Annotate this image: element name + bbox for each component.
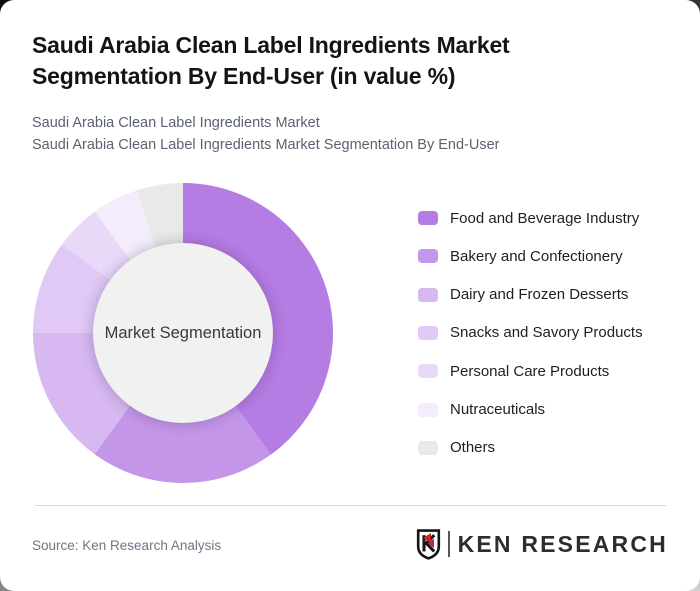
legend-item: Bakery and Confectionery xyxy=(418,244,643,268)
footer-divider xyxy=(35,505,666,506)
legend-swatch-icon xyxy=(418,440,438,455)
donut-chart: Market Segmentation xyxy=(33,183,333,483)
legend-swatch-icon xyxy=(418,211,438,225)
legend-label: Food and Beverage Industry xyxy=(450,209,640,227)
ken-research-logo: KEN RESEARCH xyxy=(416,527,668,561)
legend-label: Snacks and Savory Products xyxy=(450,324,643,342)
legend-label: Nutraceuticals xyxy=(450,401,546,419)
legend-item: Dairy and Frozen Desserts xyxy=(418,283,643,307)
legend-item: Personal Care Products xyxy=(418,359,643,383)
donut-center: Market Segmentation xyxy=(93,243,273,423)
chart-subtitles: Saudi Arabia Clean Label Ingredients Mar… xyxy=(32,112,632,156)
subtitle-line-1: Saudi Arabia Clean Label Ingredients Mar… xyxy=(32,115,320,131)
legend-item: Nutraceuticals xyxy=(418,398,643,422)
logo-separator xyxy=(447,531,450,557)
chart-title: Saudi Arabia Clean Label Ingredients Mar… xyxy=(32,32,510,89)
legend-swatch-icon xyxy=(418,287,438,302)
legend-label: Personal Care Products xyxy=(450,362,610,380)
logo-text: KEN RESEARCH xyxy=(457,530,668,557)
subtitle-line-2: Saudi Arabia Clean Label Ingredients Mar… xyxy=(32,137,500,153)
legend-item: Food and Beverage Industry xyxy=(418,206,643,230)
logo-red-triangle-icon xyxy=(423,533,432,543)
legend-item: Others xyxy=(418,436,643,460)
source-text: Source: Ken Research Analysis xyxy=(32,538,222,553)
donut-center-label: Market Segmentation xyxy=(104,323,262,342)
legend-label: Others xyxy=(450,439,496,457)
legend-item: Snacks and Savory Products xyxy=(418,321,643,345)
legend-label: Dairy and Frozen Desserts xyxy=(450,286,629,304)
legend-swatch-icon xyxy=(418,364,438,379)
legend: Food and Beverage Industry Bakery and Con… xyxy=(418,206,643,460)
legend-swatch-icon xyxy=(418,249,438,264)
legend-label: Bakery and Confectionery xyxy=(450,247,623,265)
legend-swatch-icon xyxy=(418,402,438,417)
legend-swatch-icon xyxy=(418,325,438,340)
